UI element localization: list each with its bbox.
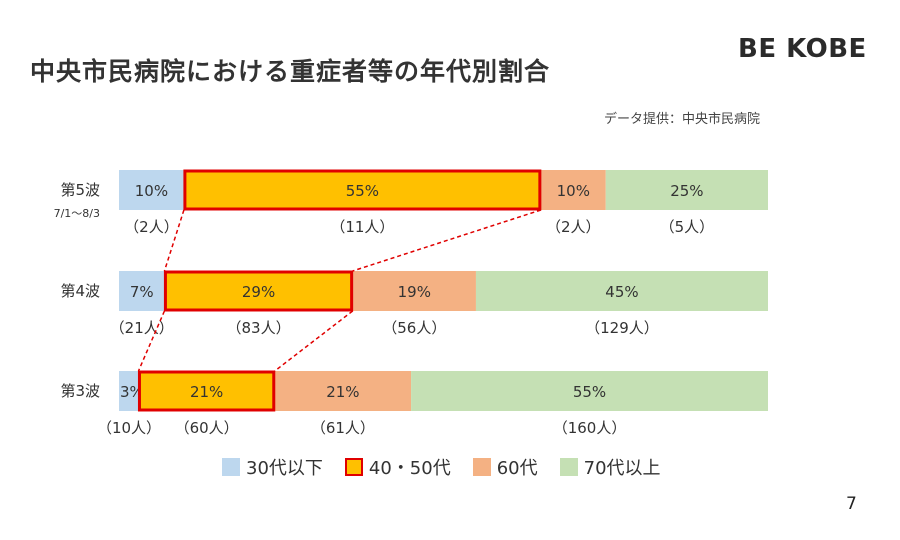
legend-swatch-40s-50s xyxy=(344,458,363,476)
category-label: 第3波 xyxy=(60,382,100,400)
count-label: （61人） xyxy=(311,419,375,437)
legend-swatch-30s-below xyxy=(222,458,240,476)
legend-label-30s-below: 30代以下 xyxy=(246,458,323,479)
bar-segment xyxy=(540,170,606,210)
count-label: （160人） xyxy=(553,419,627,437)
percent-label: 21% xyxy=(326,383,359,401)
count-label: （60人） xyxy=(175,419,239,437)
legend-label-60s: 60代 xyxy=(496,458,538,479)
bar-segment xyxy=(605,170,768,210)
legend-item-30s-below: 30代以下 xyxy=(222,454,323,480)
legend-swatch-70s-above xyxy=(559,458,578,476)
bar-segment xyxy=(475,271,768,311)
highlight-connector xyxy=(137,310,166,372)
count-label: （129人） xyxy=(585,319,659,337)
legend-item-70s-above: 70代以上 xyxy=(559,454,661,480)
category-sublabel: 7/1～8/3 xyxy=(54,207,100,220)
bar-segment xyxy=(119,371,139,411)
count-label: （10人） xyxy=(97,419,161,437)
percent-label: 19% xyxy=(398,283,431,301)
bar-segment xyxy=(119,271,165,311)
page-title: 中央市民病院における重症者等の年代別割合 xyxy=(30,57,551,86)
percent-label: 10% xyxy=(557,182,590,200)
percent-label: 45% xyxy=(605,283,638,301)
highlight-connector xyxy=(274,310,354,372)
legend-label-70s-above: 70代以上 xyxy=(583,458,661,479)
page-number: 7 xyxy=(846,494,857,514)
data-source-note: データ提供：中央市民病院 xyxy=(604,112,761,127)
brand-logo: BE KOBE xyxy=(738,34,867,64)
category-label: 第5波 xyxy=(60,181,100,199)
percent-label: 3% xyxy=(120,383,144,401)
count-label: （2人） xyxy=(124,218,179,236)
highlight-connector xyxy=(352,209,542,272)
bar-segment xyxy=(138,371,275,411)
percent-label: 21% xyxy=(190,383,223,401)
count-label: （11人） xyxy=(330,218,394,236)
percent-label: 29% xyxy=(242,283,275,301)
legend-swatch-60s xyxy=(472,458,491,476)
percent-label: 55% xyxy=(573,383,606,401)
bar-segment xyxy=(183,170,541,210)
highlight-border xyxy=(163,270,354,312)
bar-segment xyxy=(274,371,412,411)
legend-item-40s-50s: 40・50代 xyxy=(344,454,451,480)
bar-segment xyxy=(411,371,768,411)
count-label: （83人） xyxy=(226,319,290,337)
percent-label: 25% xyxy=(670,182,703,200)
count-label: （5人） xyxy=(660,218,715,236)
percent-label: 7% xyxy=(130,283,154,301)
highlight-border xyxy=(183,169,542,211)
category-label: 第4波 xyxy=(60,282,100,300)
bar-segment xyxy=(164,271,353,311)
legend-item-60s: 60代 xyxy=(472,454,538,480)
chart-legend: 30代以下 40・50代 60代 70代以上 xyxy=(222,454,683,480)
bar-segment xyxy=(352,271,476,311)
count-label: （21人） xyxy=(110,319,174,337)
count-label: （2人） xyxy=(546,218,601,236)
percent-label: 55% xyxy=(346,182,379,200)
count-label: （56人） xyxy=(382,319,446,337)
highlight-border xyxy=(137,370,276,412)
highlight-connector xyxy=(163,209,185,272)
bar-segment xyxy=(119,170,184,210)
percent-label: 10% xyxy=(135,182,168,200)
legend-label-40s-50s: 40・50代 xyxy=(368,458,451,479)
